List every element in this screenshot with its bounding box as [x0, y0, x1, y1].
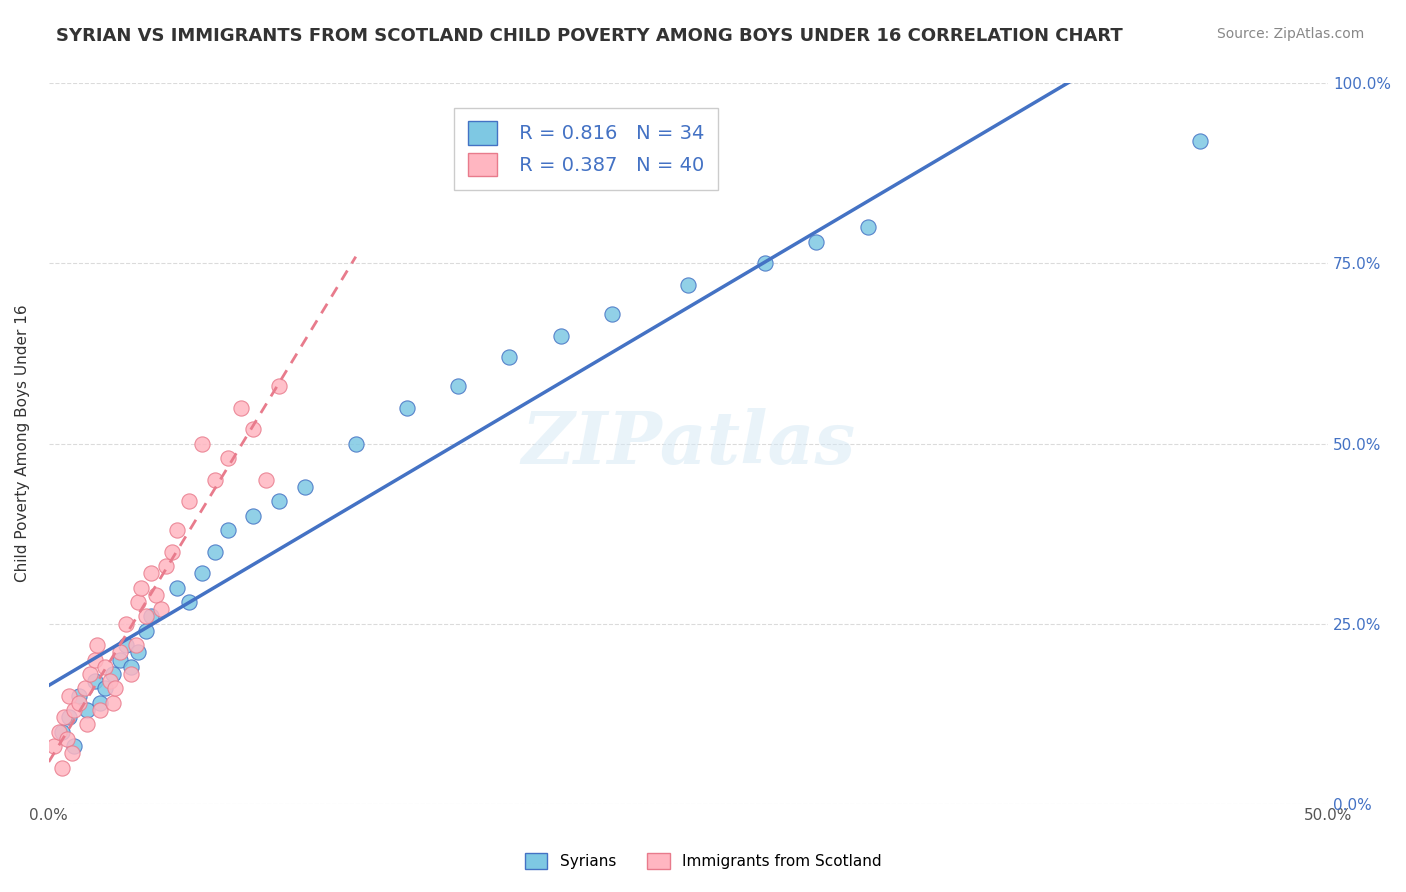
Y-axis label: Child Poverty Among Boys Under 16: Child Poverty Among Boys Under 16: [15, 305, 30, 582]
Syrians: [114, 638, 136, 652]
Syrians: [395, 401, 418, 415]
Immigrants from Scotland: [89, 703, 111, 717]
Text: SYRIAN VS IMMIGRANTS FROM SCOTLAND CHILD POVERTY AMONG BOYS UNDER 16 CORRELATION: SYRIAN VS IMMIGRANTS FROM SCOTLAND CHILD…: [56, 27, 1123, 45]
Text: ZIPatlas: ZIPatlas: [522, 408, 855, 479]
Text: Source: ZipAtlas.com: Source: ZipAtlas.com: [1216, 27, 1364, 41]
Syrians: [127, 645, 149, 659]
Immigrants from Scotland: [69, 696, 91, 710]
Syrians: [51, 724, 73, 739]
Immigrants from Scotland: [150, 602, 173, 616]
Legend: Syrians, Immigrants from Scotland: Syrians, Immigrants from Scotland: [519, 847, 887, 875]
Immigrants from Scotland: [204, 473, 226, 487]
Immigrants from Scotland: [48, 724, 70, 739]
Syrians: [550, 328, 572, 343]
Immigrants from Scotland: [94, 660, 117, 674]
Immigrants from Scotland: [179, 494, 201, 508]
Syrians: [498, 350, 520, 364]
Syrians: [754, 256, 776, 270]
Immigrants from Scotland: [229, 401, 252, 415]
Immigrants from Scotland: [217, 450, 239, 465]
Syrians: [191, 566, 214, 581]
Immigrants from Scotland: [79, 667, 101, 681]
Immigrants from Scotland: [42, 739, 65, 753]
Immigrants from Scotland: [191, 436, 214, 450]
Syrians: [217, 523, 239, 537]
Immigrants from Scotland: [125, 638, 148, 652]
Syrians: [204, 544, 226, 558]
Legend:  R = 0.816   N = 34,  R = 0.387   N = 40: R = 0.816 N = 34, R = 0.387 N = 40: [454, 108, 717, 190]
Syrians: [69, 689, 91, 703]
Immigrants from Scotland: [139, 566, 162, 581]
Syrians: [267, 494, 290, 508]
Syrians: [447, 379, 470, 393]
Syrians: [76, 703, 98, 717]
Immigrants from Scotland: [120, 667, 142, 681]
Syrians: [63, 739, 86, 753]
Syrians: [678, 278, 700, 293]
Syrians: [344, 436, 367, 450]
Immigrants from Scotland: [104, 681, 127, 696]
Immigrants from Scotland: [135, 609, 157, 624]
Immigrants from Scotland: [267, 379, 290, 393]
Immigrants from Scotland: [98, 674, 121, 689]
Immigrants from Scotland: [55, 731, 77, 746]
Immigrants from Scotland: [63, 703, 86, 717]
Immigrants from Scotland: [242, 422, 264, 436]
Syrians: [600, 307, 623, 321]
Immigrants from Scotland: [114, 616, 136, 631]
Immigrants from Scotland: [145, 588, 167, 602]
Immigrants from Scotland: [73, 681, 96, 696]
Syrians: [242, 508, 264, 523]
Immigrants from Scotland: [254, 473, 277, 487]
Syrians: [1189, 134, 1212, 148]
Immigrants from Scotland: [166, 523, 188, 537]
Syrians: [89, 696, 111, 710]
Immigrants from Scotland: [58, 689, 80, 703]
Syrians: [58, 710, 80, 724]
Immigrants from Scotland: [129, 581, 152, 595]
Immigrants from Scotland: [110, 645, 132, 659]
Syrians: [135, 624, 157, 638]
Syrians: [101, 667, 124, 681]
Syrians: [139, 609, 162, 624]
Syrians: [166, 581, 188, 595]
Immigrants from Scotland: [51, 761, 73, 775]
Immigrants from Scotland: [83, 652, 105, 666]
Immigrants from Scotland: [86, 638, 108, 652]
Immigrants from Scotland: [53, 710, 76, 724]
Immigrants from Scotland: [160, 544, 183, 558]
Immigrants from Scotland: [127, 595, 149, 609]
Immigrants from Scotland: [155, 558, 177, 573]
Syrians: [83, 674, 105, 689]
Syrians: [806, 235, 828, 249]
Syrians: [94, 681, 117, 696]
Syrians: [294, 480, 316, 494]
Syrians: [110, 652, 132, 666]
Syrians: [179, 595, 201, 609]
Syrians: [856, 220, 879, 235]
Syrians: [120, 660, 142, 674]
Immigrants from Scotland: [60, 746, 83, 760]
Immigrants from Scotland: [76, 717, 98, 731]
Immigrants from Scotland: [101, 696, 124, 710]
